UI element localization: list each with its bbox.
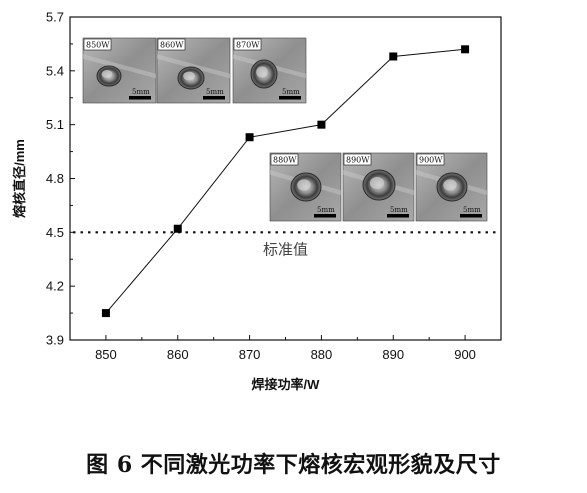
- scale-bar-label: 5mm: [390, 206, 408, 214]
- nugget-highlight: [183, 71, 195, 81]
- inset-label-box: [233, 38, 262, 51]
- inset-label-box: [343, 153, 372, 166]
- plate-edge: [157, 54, 230, 79]
- weld-photo-inset: 860W 5mm: [156, 37, 231, 104]
- reference-line-label: 标准值: [263, 240, 308, 258]
- line-chart: 3.9 4.2 4.5 4.8 5.1 5.4 5.7 850 860 870 880 890 900…: [12, 10, 502, 392]
- weld-photo-inset: 900W 5mm: [415, 152, 488, 222]
- y-tick-label: 4.8: [46, 171, 64, 186]
- scale-bar: [314, 214, 336, 218]
- plate-edge: [83, 54, 156, 79]
- scale-bar: [203, 96, 225, 100]
- y-tick-label: 4.2: [46, 279, 64, 294]
- scale-bar-label: 5mm: [463, 206, 481, 214]
- weld-photo-inset: 850W 5mm: [82, 37, 157, 104]
- scale-bar: [279, 96, 301, 100]
- x-tick-label: 870: [239, 347, 261, 362]
- y-axis-ticks: 3.9 4.2 4.5 4.8 5.1 5.4 5.7: [46, 10, 75, 348]
- x-tick-label: 880: [311, 347, 333, 362]
- weld-photo-inset: 880W 5mm: [269, 152, 342, 222]
- y-tick-label: 4.5: [46, 225, 64, 240]
- nugget-highlight: [256, 66, 268, 78]
- y-tick-label: 3.9: [46, 333, 64, 348]
- data-point: [173, 224, 182, 233]
- figure-caption: 图 6 不同激光功率下熔核宏观形貌及尺寸: [86, 452, 501, 478]
- nugget-highlight: [369, 177, 385, 189]
- inset-label-box: [157, 38, 186, 51]
- data-point: [317, 120, 326, 129]
- inset-label: 880W: [273, 156, 297, 165]
- data-point: [101, 309, 110, 318]
- inset-label-box: [270, 153, 299, 166]
- inset-label: 850W: [86, 41, 110, 50]
- scale-bar-label: 5mm: [282, 88, 300, 96]
- nugget-highlight: [443, 179, 457, 191]
- data-point: [245, 133, 254, 142]
- x-axis-ticks: 850 860 870 880 890 900: [69, 335, 502, 362]
- x-axis-title: 焊接功率/W: [252, 377, 321, 392]
- scale-bar-label: 5mm: [317, 206, 335, 214]
- scale-bar: [129, 96, 151, 100]
- weld-photo-inset: 870W 5mm: [232, 37, 307, 104]
- y-tick-label: 5.4: [46, 63, 64, 78]
- inset-label: 900W: [419, 156, 443, 165]
- weld-insets: 850W 5mm 860W 5mm 870W 5mm 880W 5mm 890W 5mm 900W 5…: [82, 37, 488, 222]
- x-tick-label: 860: [167, 347, 189, 362]
- x-tick-label: 900: [454, 347, 476, 362]
- series-line: [105, 48, 466, 314]
- x-tick-label: 890: [382, 347, 404, 362]
- weld-photo-inset: 890W 5mm: [342, 152, 415, 222]
- scale-bar: [387, 214, 409, 218]
- y-tick-label: 5.7: [46, 10, 64, 25]
- inset-label: 860W: [160, 41, 184, 50]
- y-tick-label: 5.1: [46, 117, 64, 132]
- inset-label: 870W: [236, 41, 260, 50]
- inset-label-box: [416, 153, 445, 166]
- scale-bar-label: 5mm: [132, 88, 150, 96]
- data-point: [389, 52, 398, 61]
- data-points: [101, 45, 470, 318]
- data-point: [461, 45, 470, 54]
- x-tick-label: 850: [95, 347, 117, 362]
- inset-label-box: [83, 38, 112, 51]
- nugget-highlight: [101, 70, 113, 78]
- y-axis-title: 熔核直径/mm: [12, 139, 27, 218]
- scale-bar: [460, 214, 482, 218]
- inset-label: 890W: [346, 156, 370, 165]
- scale-bar-label: 5mm: [206, 88, 224, 96]
- nugget-highlight: [297, 179, 311, 191]
